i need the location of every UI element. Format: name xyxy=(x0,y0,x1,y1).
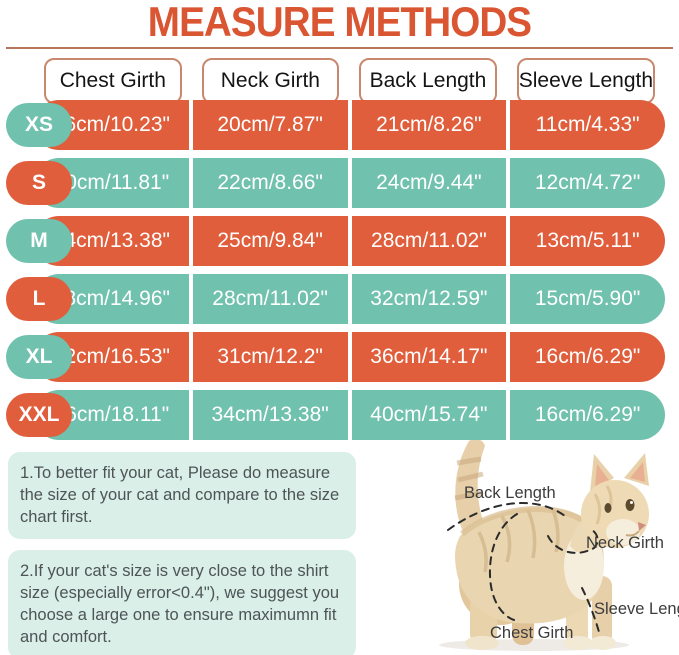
cell-sleeve-length: 12cm/4.72" xyxy=(534,171,641,194)
table-row-xxl: 46cm/18.11" 34cm/13.38" 40cm/15.74" 16cm… xyxy=(6,390,665,440)
cell-sleeve-length: 16cm/6.29" xyxy=(534,403,641,426)
cell-sleeve-length: 16cm/6.29" xyxy=(534,345,641,368)
cell-chest-girth: 42cm/16.53" xyxy=(34,332,193,382)
column-header-sleeve-length: Sleeve Length xyxy=(516,58,656,104)
row-bar: 26cm/10.23" 20cm/7.87" 21cm/8.26" 11cm/4… xyxy=(34,100,665,150)
back-length-dash xyxy=(447,502,566,531)
cell-chest-girth: 38cm/14.96" xyxy=(34,274,193,324)
title-divider xyxy=(6,47,673,49)
column-header-neck-girth: Neck Girth xyxy=(201,58,340,104)
cell-chest-girth: 46cm/18.11" xyxy=(34,390,193,440)
cell-chest-girth: 30cm/11.81" xyxy=(34,158,193,208)
cell-neck-girth: 22cm/8.66" xyxy=(193,158,352,208)
cell-sleeve-length: 11cm/4.33" xyxy=(535,113,640,136)
cell-neck-girth: 31cm/12.2" xyxy=(193,332,352,382)
cell-back-length: 32cm/12.59" xyxy=(352,274,511,324)
cell-back-length: 28cm/11.02" xyxy=(352,216,511,266)
cat-ear-right xyxy=(624,453,649,486)
page-title: MEASURE METHODS xyxy=(147,0,532,45)
chest-girth-label: Chest Girth xyxy=(490,624,573,642)
size-badge-l: L xyxy=(6,277,72,321)
cell-sleeve-length: 13cm/5.11" xyxy=(535,229,640,252)
table-row-l: 38cm/14.96" 28cm/11.02" 32cm/12.59" 15cm… xyxy=(6,274,665,324)
size-table-header: Chest Girth Neck Girth Back Length Sleev… xyxy=(34,58,665,104)
cat-body xyxy=(455,507,604,624)
cat-measurement-diagram: Back Length Neck Girth Sleeve Length Che… xyxy=(352,436,679,655)
column-header-back-length: Back Length xyxy=(359,58,497,104)
cell-neck-girth: 34cm/13.38" xyxy=(193,390,352,440)
table-row-m: 34cm/13.38" 25cm/9.84" 28cm/11.02" 13cm/… xyxy=(6,216,665,266)
notes-section: 1.To better fit your cat, Please do meas… xyxy=(8,452,356,655)
cell-neck-girth: 28cm/11.02" xyxy=(193,274,352,324)
table-row-xl: 42cm/16.53" 31cm/12.2" 36cm/14.17" 16cm/… xyxy=(6,332,665,382)
cell-back-length: 24cm/9.44" xyxy=(352,158,511,208)
size-badge-m: M xyxy=(6,219,72,263)
chest-girth-dash xyxy=(488,513,518,621)
table-row-xs: 26cm/10.23" 20cm/7.87" 21cm/8.26" 11cm/4… xyxy=(6,100,665,150)
row-bar: 38cm/14.96" 28cm/11.02" 32cm/12.59" 15cm… xyxy=(34,274,665,324)
cat-nose xyxy=(638,522,646,531)
row-bar: 42cm/16.53" 31cm/12.2" 36cm/14.17" 16cm/… xyxy=(34,332,665,382)
table-row-s: 30cm/11.81" 22cm/8.66" 24cm/9.44" 12cm/4… xyxy=(6,158,665,208)
size-badge-s: S xyxy=(6,161,72,205)
cat-illustration: Back Length Neck Girth Sleeve Length Che… xyxy=(439,438,679,651)
row-bar: 34cm/13.38" 25cm/9.84" 28cm/11.02" 13cm/… xyxy=(34,216,665,266)
size-badge-xs: XS xyxy=(6,103,72,147)
neck-girth-label: Neck Girth xyxy=(586,534,664,552)
cell-back-length: 36cm/14.17" xyxy=(352,332,511,382)
size-badge-xl: XL xyxy=(6,335,72,379)
sleeve-length-dash xyxy=(581,587,600,633)
cell-back-length: 21cm/8.26" xyxy=(352,100,511,150)
column-header-chest-girth: Chest Girth xyxy=(44,58,182,104)
row-bar: 30cm/11.81" 22cm/8.66" 24cm/9.44" 12cm/4… xyxy=(34,158,665,208)
size-table: 26cm/10.23" 20cm/7.87" 21cm/8.26" 11cm/4… xyxy=(6,100,665,448)
neck-girth-dash xyxy=(547,529,599,554)
cell-back-length: 40cm/15.74" xyxy=(352,390,511,440)
row-bar: 46cm/18.11" 34cm/13.38" 40cm/15.74" 16cm… xyxy=(34,390,665,440)
cat-eye xyxy=(625,499,635,511)
cell-neck-girth: 25cm/9.84" xyxy=(193,216,352,266)
back-length-label: Back Length xyxy=(464,484,556,502)
note-measure-first: 1.To better fit your cat, Please do meas… xyxy=(8,452,356,540)
cell-chest-girth: 34cm/13.38" xyxy=(34,216,193,266)
size-badge-xxl: XXL xyxy=(6,393,72,437)
cell-chest-girth: 26cm/10.23" xyxy=(34,100,193,150)
cell-neck-girth: 20cm/7.87" xyxy=(193,100,352,150)
sleeve-length-label: Sleeve Length xyxy=(594,600,679,618)
cell-sleeve-length: 15cm/5.90" xyxy=(534,287,641,310)
note-size-up: 2.If your cat's size is very close to th… xyxy=(8,550,356,655)
